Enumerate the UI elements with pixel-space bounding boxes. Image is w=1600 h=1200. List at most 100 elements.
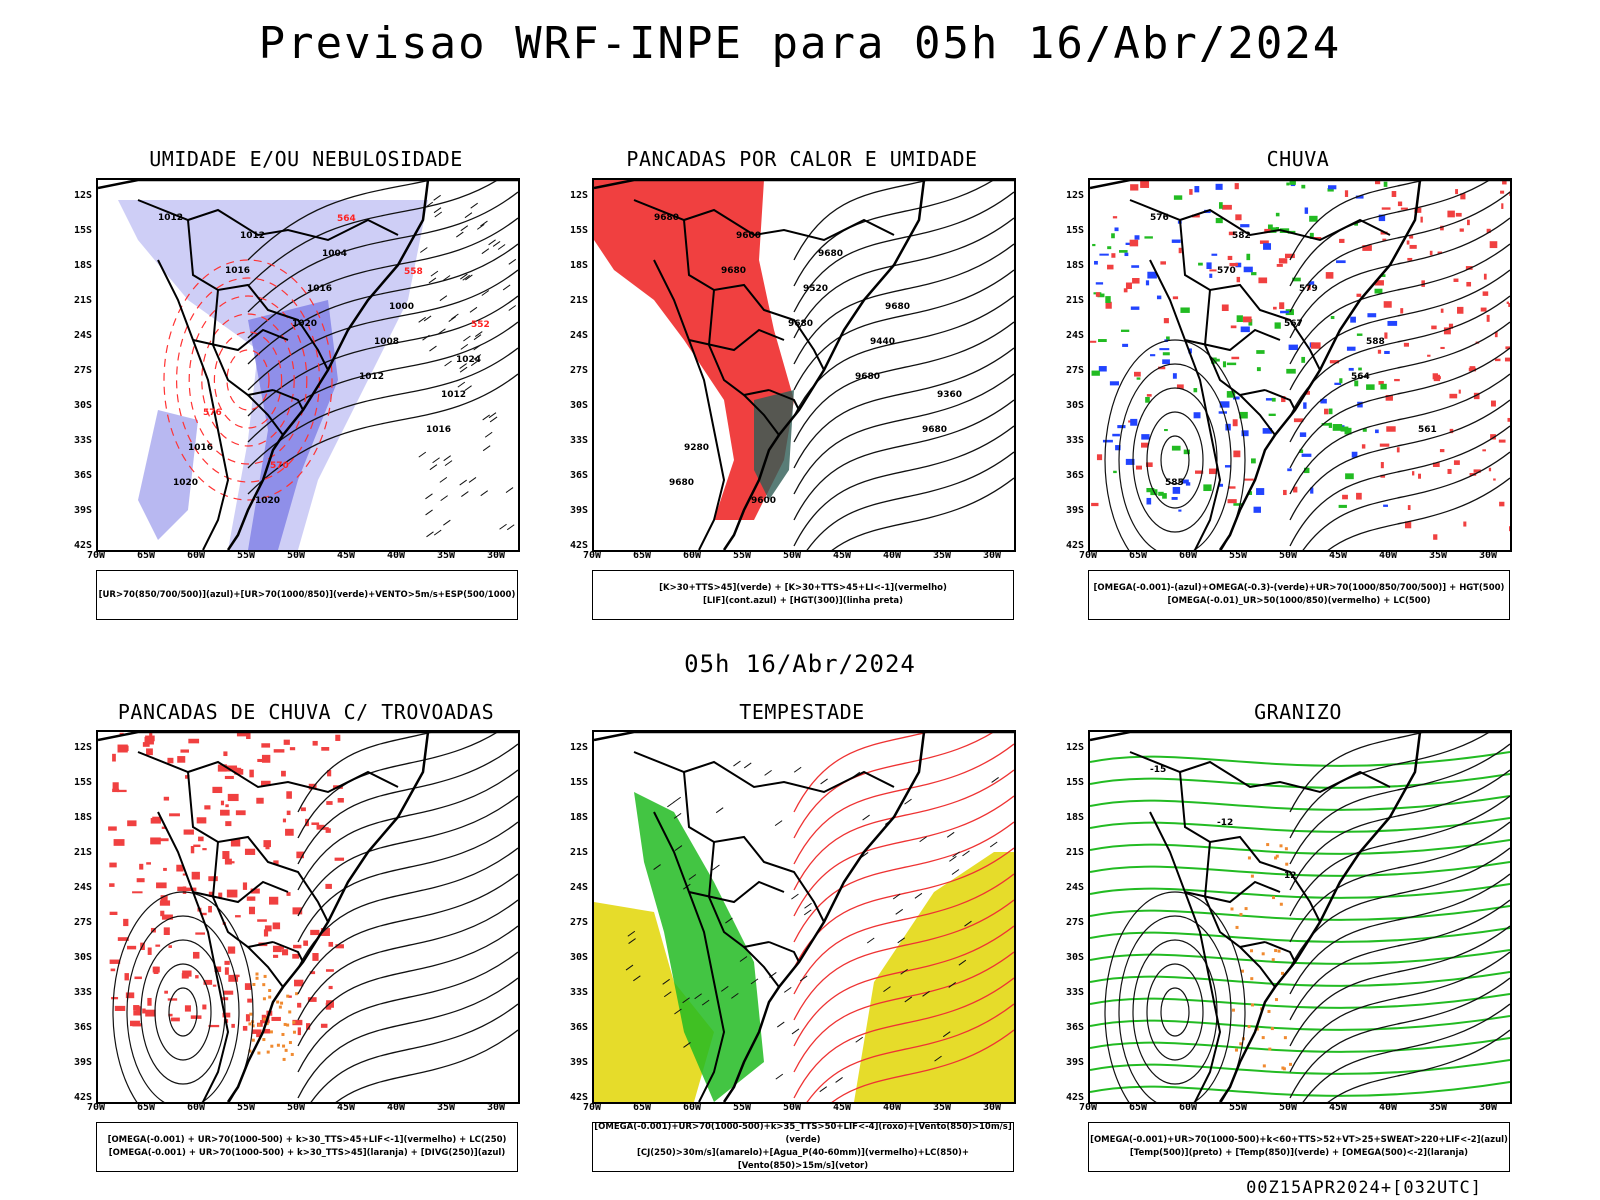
- legend-caption-line: [K>30+TTS>45](verde) + [K>30+TTS>45+LI<-…: [659, 583, 947, 593]
- panel-title: PANCADAS DE CHUVA C/ TROVOADAS: [117, 700, 495, 724]
- lon-tick-label: 55W: [732, 550, 752, 561]
- legend-caption-line: [OMEGA(-0.001) + UR>70(1000-500) + k>30_…: [108, 1148, 506, 1158]
- contour-label: 12: [1284, 871, 1297, 881]
- lon-tick-label: 65W: [136, 1102, 156, 1113]
- lat-tick-label: 18S: [73, 812, 92, 823]
- lon-tick-label: 55W: [236, 1102, 256, 1113]
- map-graphic: -15 -12 12: [1090, 732, 1510, 1102]
- lon-tick-label: 55W: [1228, 550, 1248, 561]
- contour-label: 9680: [669, 478, 694, 488]
- lon-tick-label: 50W: [1278, 550, 1298, 561]
- lon-tick-label: 45W: [832, 1102, 852, 1113]
- contour-label: 9680: [922, 425, 947, 435]
- lat-tick-label: 12S: [1065, 742, 1084, 753]
- contour-label: 582: [1232, 231, 1251, 241]
- legend-caption-line: [OMEGA(-0.001)-(azul)+OMEGA(-0.3)-(verde…: [1093, 583, 1505, 593]
- lat-tick-label: 24S: [569, 330, 588, 341]
- contour-label: 1012: [240, 231, 265, 241]
- contour-label: 570: [270, 461, 289, 471]
- lat-tick-label: 33S: [1065, 435, 1084, 446]
- contour-label: 1012: [441, 390, 466, 400]
- lon-tick-label: 65W: [1128, 550, 1148, 561]
- contour-label: -15: [1150, 765, 1166, 775]
- lon-tick-label: 65W: [1128, 1102, 1148, 1113]
- lat-tick-label: 42S: [1065, 1092, 1084, 1103]
- contour-label: 9680: [855, 372, 880, 382]
- lon-tick-label: 35W: [932, 1102, 952, 1113]
- lat-tick-label: 39S: [569, 505, 588, 516]
- lat-tick-label: 18S: [73, 260, 92, 271]
- lat-tick-label: 27S: [569, 917, 588, 928]
- lat-tick-label: 24S: [1065, 330, 1084, 341]
- lat-tick-label: 33S: [73, 435, 92, 446]
- lon-tick-label: 70W: [582, 550, 602, 561]
- legend-caption-line: [UR>70(850/700/500)](azul)+[UR>70(1000/8…: [98, 589, 516, 600]
- contour-label: 9440: [870, 337, 895, 347]
- contour-label: 1012: [158, 213, 183, 223]
- lat-tick-label: 39S: [73, 505, 92, 516]
- panel-title: TEMPESTADE: [739, 700, 865, 724]
- lon-tick-label: 35W: [436, 550, 456, 561]
- lat-tick-label: 42S: [1065, 540, 1084, 551]
- contour-label: 564: [337, 214, 356, 224]
- lat-tick-label: 30S: [1065, 400, 1084, 411]
- lat-tick-label: 33S: [73, 987, 92, 998]
- lat-tick-label: 15S: [569, 777, 588, 788]
- lat-tick-label: 27S: [1065, 365, 1084, 376]
- lon-tick-label: 45W: [336, 550, 356, 561]
- legend-caption-line: [OMEGA(-0.001)+UR>70(1000-500)+k<60+TTS>…: [1090, 1135, 1508, 1145]
- legend-caption: [OMEGA(-0.001)+UR>70(1000-500)+k>35_TTS>…: [592, 1122, 1014, 1172]
- forecast-map: [592, 730, 1016, 1104]
- contour-label: 1000: [389, 302, 414, 312]
- lat-tick-label: 42S: [569, 540, 588, 551]
- forecast-map: [96, 730, 520, 1104]
- contour-label: 579: [1299, 284, 1318, 294]
- lon-tick-label: 50W: [286, 550, 306, 561]
- legend-caption-line: [LIF](cont.azul) + [HGT(300)](linha pret…: [702, 596, 904, 606]
- contour-label: 564: [1351, 372, 1370, 382]
- lon-tick-label: 60W: [682, 550, 702, 561]
- contour-label: 576: [203, 408, 222, 418]
- lat-tick-label: 12S: [73, 742, 92, 753]
- lon-tick-label: 35W: [1428, 550, 1448, 561]
- run-info-footer: 00Z15APR2024+[032UTC]: [1246, 1178, 1482, 1198]
- lat-tick-label: 36S: [1065, 1022, 1084, 1033]
- lat-tick-label: 12S: [569, 190, 588, 201]
- lon-tick-label: 45W: [336, 1102, 356, 1113]
- contour-label: 1020: [173, 478, 198, 488]
- contour-label: 588: [1366, 337, 1385, 347]
- lon-tick-label: 50W: [286, 1102, 306, 1113]
- contour-label: 576: [1150, 213, 1169, 223]
- lon-tick-label: 45W: [1328, 1102, 1348, 1113]
- lat-tick-label: 30S: [73, 952, 92, 963]
- contour-label: 558: [404, 267, 423, 277]
- panel-title: GRANIZO: [1254, 700, 1342, 724]
- lat-tick-label: 18S: [1065, 812, 1084, 823]
- lon-tick-label: 45W: [832, 550, 852, 561]
- lon-tick-label: 30W: [486, 550, 506, 561]
- lat-tick-label: 39S: [569, 1057, 588, 1068]
- map-graphic: 9680 9680 9680 9680 9680 9680 9600 9520 9440 9360…: [594, 180, 1014, 550]
- lon-tick-label: 35W: [932, 550, 952, 561]
- lon-tick-label: 40W: [1378, 1102, 1398, 1113]
- lon-tick-label: 30W: [982, 1102, 1002, 1113]
- lon-tick-label: 40W: [386, 1102, 406, 1113]
- contour-label: 1016: [188, 443, 213, 453]
- lat-tick-label: 15S: [569, 225, 588, 236]
- lat-tick-label: 12S: [569, 742, 588, 753]
- lon-tick-label: 40W: [882, 1102, 902, 1113]
- lat-tick-label: 42S: [73, 540, 92, 551]
- forecast-map: -15 -12 12: [1088, 730, 1512, 1104]
- legend-caption: [OMEGA(-0.001)-(azul)+OMEGA(-0.3)-(verde…: [1088, 570, 1510, 620]
- lat-tick-label: 42S: [73, 1092, 92, 1103]
- lat-tick-label: 39S: [1065, 1057, 1084, 1068]
- lat-tick-label: 39S: [1065, 505, 1084, 516]
- map-graphic: [98, 732, 518, 1102]
- contour-label: 9680: [721, 266, 746, 276]
- valid-time-title: 05h 16/Abr/2024: [684, 650, 916, 678]
- contour-label: 1008: [374, 337, 399, 347]
- lon-tick-label: 60W: [682, 1102, 702, 1113]
- legend-caption: [UR>70(850/700/500)](azul)+[UR>70(1000/8…: [96, 570, 518, 620]
- main-title: Previsao WRF-INPE para 05h 16/Abr/2024: [258, 18, 1342, 69]
- lat-tick-label: 21S: [569, 295, 588, 306]
